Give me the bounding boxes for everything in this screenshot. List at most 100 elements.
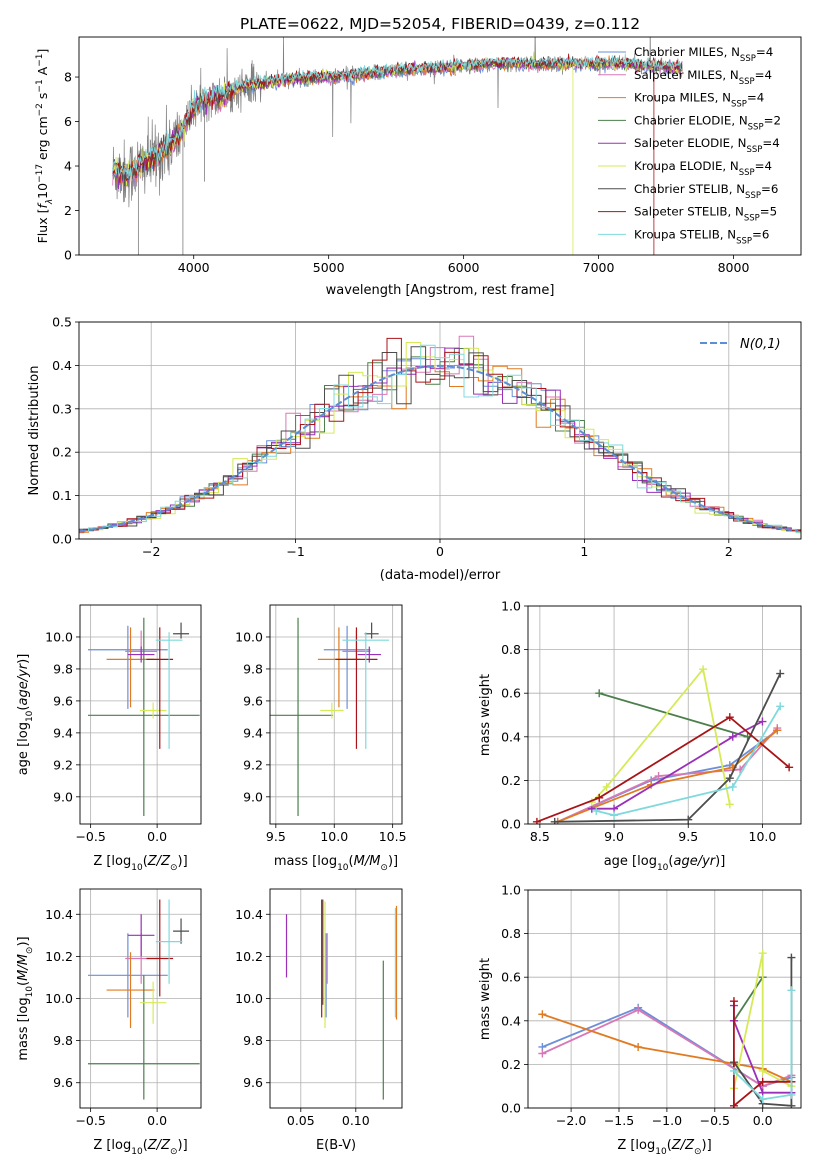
histogram-series bbox=[79, 342, 801, 534]
weight-series-line bbox=[557, 727, 778, 823]
y-tick-label: 9.4 bbox=[53, 725, 73, 740]
x-tick-label: −2 bbox=[142, 544, 160, 559]
weight-point-marker bbox=[785, 763, 794, 772]
y-tick-label: 9.6 bbox=[243, 1075, 263, 1090]
y-tick-label: 0.4 bbox=[501, 729, 521, 744]
error-bar-point bbox=[127, 646, 155, 663]
spectrum-frame bbox=[78, 36, 802, 256]
error-bar-point bbox=[342, 632, 390, 749]
spectrum-x-axis-label: wavelength [Angstrom, rest frame] bbox=[326, 283, 555, 298]
x-tick-label: 5000 bbox=[313, 260, 345, 275]
y-tick-label: 0.0 bbox=[501, 817, 521, 832]
weight-series-line bbox=[542, 1013, 792, 1083]
weight-point-marker bbox=[729, 1101, 738, 1108]
model-spectrum-line bbox=[112, 57, 683, 190]
y-tick-label: 9.2 bbox=[53, 757, 73, 772]
y-tick-label: 9.2 bbox=[243, 757, 263, 772]
weight-point-marker bbox=[758, 717, 767, 726]
weight-point-marker bbox=[602, 782, 611, 791]
y-tick-label: 10.4 bbox=[235, 907, 263, 922]
weight_vs_age-y-axis-label: mass weight bbox=[478, 674, 493, 756]
weight-point-marker bbox=[758, 1077, 767, 1086]
y-tick-label: 0.0 bbox=[501, 1101, 521, 1116]
weight-point-marker bbox=[538, 1049, 547, 1058]
x-tick-label: −0.5 bbox=[700, 1113, 730, 1128]
y-tick-label: 9.0 bbox=[243, 789, 263, 804]
error-bar-point bbox=[335, 627, 378, 749]
y-tick-label: 9.6 bbox=[53, 693, 73, 708]
x-tick-label: 10.0 bbox=[749, 829, 777, 844]
weight-point-marker bbox=[787, 986, 796, 995]
weight-point-marker bbox=[532, 817, 541, 824]
legend-label: Salpeter MILES, NSSP=4 bbox=[634, 68, 772, 87]
x-tick-label: 0 bbox=[436, 544, 444, 559]
spectrum-y-axis-label: Flux [fλ10−17 erg cm−2 s−1 A−1] bbox=[35, 49, 55, 244]
mass_vs_ebv-points bbox=[285, 899, 398, 1100]
error-bar-point bbox=[87, 625, 168, 709]
legend-label: Salpeter STELIB, NSSP=5 bbox=[634, 205, 777, 224]
y-tick-label: 0.6 bbox=[501, 686, 521, 701]
y-tick-label: 0.2 bbox=[501, 773, 521, 788]
x-tick-label: −2.0 bbox=[556, 1113, 586, 1128]
observed-spectrum-line bbox=[112, 37, 683, 208]
weight-series-line bbox=[596, 705, 781, 817]
age_vs_Z-axes: −0.5 0.0 9.0 9.2 9.4 9.6 9.8 10.0 bbox=[45, 605, 201, 844]
weight-series-line bbox=[733, 990, 793, 1101]
weight-point-marker bbox=[787, 1090, 796, 1099]
y-tick-label: 8 bbox=[64, 70, 72, 85]
weight-point-marker bbox=[773, 726, 782, 735]
y-tick-label: 9.8 bbox=[53, 661, 73, 676]
weight-series-line bbox=[598, 692, 748, 738]
weight-point-marker bbox=[634, 1042, 643, 1051]
x-tick-label: −0.5 bbox=[75, 1113, 105, 1128]
x-tick-label: 4000 bbox=[178, 260, 210, 275]
legend-label: Kroupa MILES, NSSP=4 bbox=[634, 91, 764, 110]
weight-point-marker bbox=[654, 772, 663, 781]
age_vs_mass-x-axis-label: mass [log10(M/M⊙)] bbox=[274, 854, 398, 873]
y-tick-label: 9.6 bbox=[243, 693, 263, 708]
error-bar-point bbox=[87, 975, 200, 1100]
y-tick-label: 1.0 bbox=[501, 599, 521, 614]
weight-point-marker bbox=[538, 1010, 547, 1019]
y-tick-label: 0.3 bbox=[52, 401, 72, 416]
y-tick-label: 0.8 bbox=[501, 926, 521, 941]
age_vs_Z-x-axis-label: Z [log10(Z/Z⊙)] bbox=[93, 854, 187, 873]
model-spectrum-line bbox=[112, 58, 683, 189]
age_vs_Z-frame bbox=[79, 604, 202, 825]
figure-title: PLATE=0622, MJD=52054, FIBERID=0439, z=0… bbox=[240, 15, 640, 33]
x-tick-label: 10.5 bbox=[379, 829, 407, 844]
legend-label: Chabrier MILES, NSSP=4 bbox=[634, 45, 773, 64]
weight-point-marker bbox=[728, 732, 737, 741]
y-tick-label: 9.8 bbox=[243, 661, 263, 676]
legend-label: Chabrier ELODIE, NSSP=2 bbox=[634, 113, 781, 132]
weight-point-marker bbox=[758, 1066, 767, 1075]
x-tick-label: −1 bbox=[286, 544, 304, 559]
x-tick-label: −0.5 bbox=[75, 829, 105, 844]
x-tick-label: 0.0 bbox=[147, 829, 167, 844]
y-tick-label: 0.4 bbox=[52, 358, 72, 373]
x-tick-label: −1.0 bbox=[652, 1113, 682, 1128]
legend-label: Kroupa STELIB, NSSP=6 bbox=[634, 227, 769, 246]
y-tick-label: 0.1 bbox=[52, 488, 72, 503]
weight-point-marker bbox=[729, 997, 738, 1006]
y-tick-label: 9.4 bbox=[243, 725, 263, 740]
x-tick-label: 7000 bbox=[583, 260, 615, 275]
x-tick-label: 0.0 bbox=[753, 1113, 773, 1128]
weight_vs_Z-axes: −2.0 −1.5 −1.0 −0.5 0.0 0.0 0.2 0.4 0.6 0.8 1.0 bbox=[501, 883, 801, 1128]
x-tick-label: 0.0 bbox=[147, 1113, 167, 1128]
weight-point-marker bbox=[595, 793, 604, 802]
x-tick-label: 0.10 bbox=[342, 1113, 370, 1128]
mass_vs_Z-x-axis-label: Z [log10(Z/Z⊙)] bbox=[93, 1138, 187, 1157]
error-bar-point bbox=[173, 622, 190, 639]
y-tick-label: 0.0 bbox=[52, 532, 72, 547]
y-tick-label: 0.6 bbox=[501, 970, 521, 985]
x-tick-label: 1 bbox=[580, 544, 588, 559]
y-tick-label: 10.4 bbox=[45, 907, 73, 922]
x-tick-label: 9.5 bbox=[266, 829, 286, 844]
weight-point-marker bbox=[787, 953, 796, 962]
y-tick-label: 9.6 bbox=[53, 1075, 73, 1090]
error-bar-point bbox=[87, 617, 200, 817]
weight-point-marker bbox=[787, 1101, 796, 1108]
